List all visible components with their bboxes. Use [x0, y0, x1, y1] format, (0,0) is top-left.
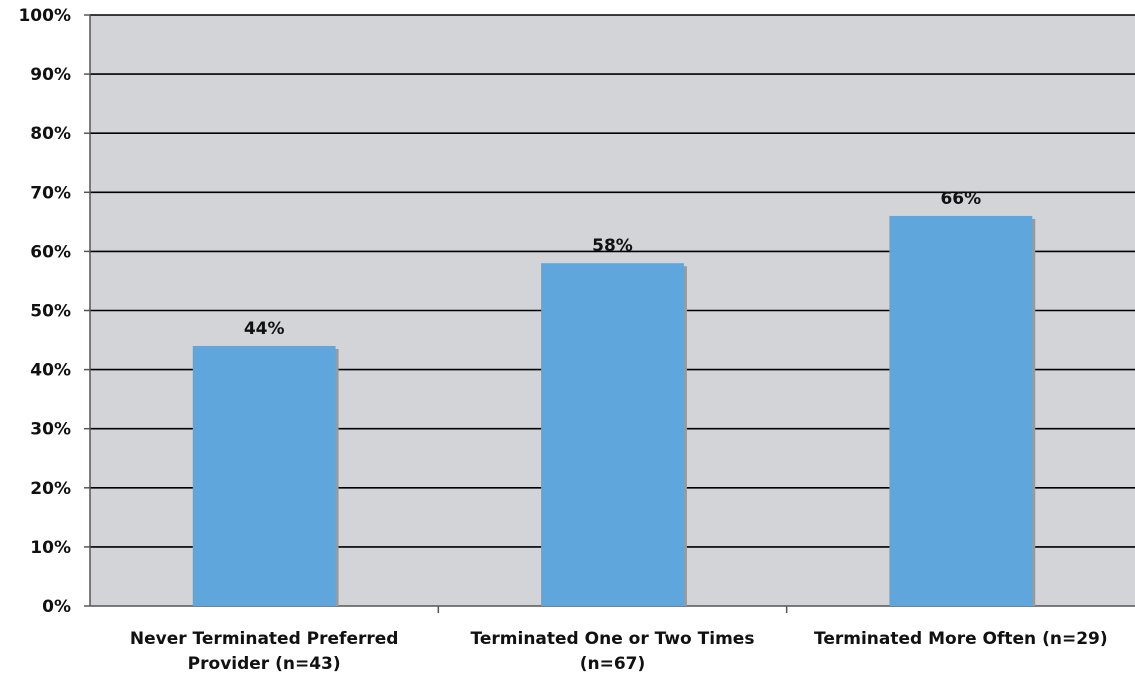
x-category-label-line: Terminated One or Two Times — [471, 629, 755, 649]
bars — [192, 215, 1036, 606]
y-tick-label: 80% — [30, 124, 71, 144]
y-tick-label: 70% — [30, 183, 71, 203]
y-tick-label: 40% — [30, 361, 71, 381]
x-axis — [90, 605, 1135, 613]
x-category-label: Terminated One or Two Times (n=67) — [471, 629, 755, 674]
x-category-label: Terminated More Often (n=29) — [814, 629, 1108, 649]
bar — [192, 345, 336, 606]
data-label: 66% — [940, 189, 981, 209]
y-tick-label: 50% — [30, 302, 71, 322]
x-category-label-line: Terminated More Often (n=29) — [814, 629, 1108, 649]
x-category-label-line: Never Terminated Preferred — [130, 629, 399, 649]
category-labels: Never Terminated Preferred Provider (n=43… — [130, 629, 1108, 674]
data-label: 58% — [592, 236, 633, 256]
y-tick-label: 10% — [30, 538, 71, 558]
x-category-label-line: Provider (n=43) — [188, 654, 341, 674]
data-labels: 44% 58% 66% — [244, 189, 981, 339]
x-category-label-line: (n=67) — [580, 654, 646, 674]
y-tick-label: 100% — [18, 6, 71, 26]
y-axis: 0% 10% 20% 30% 40% 50% 60% 70% 80% 90% 100% — [18, 6, 91, 617]
data-label: 44% — [244, 319, 285, 339]
y-tick-label: 0% — [42, 597, 71, 617]
y-tick-label: 90% — [30, 65, 71, 85]
x-category-label: Never Terminated Preferred Provider (n=43… — [130, 629, 399, 674]
y-tick-label: 60% — [30, 242, 71, 262]
y-tick-label: 30% — [30, 420, 71, 440]
bar — [889, 215, 1033, 606]
y-tick-label: 20% — [30, 479, 71, 499]
bar — [541, 263, 684, 606]
